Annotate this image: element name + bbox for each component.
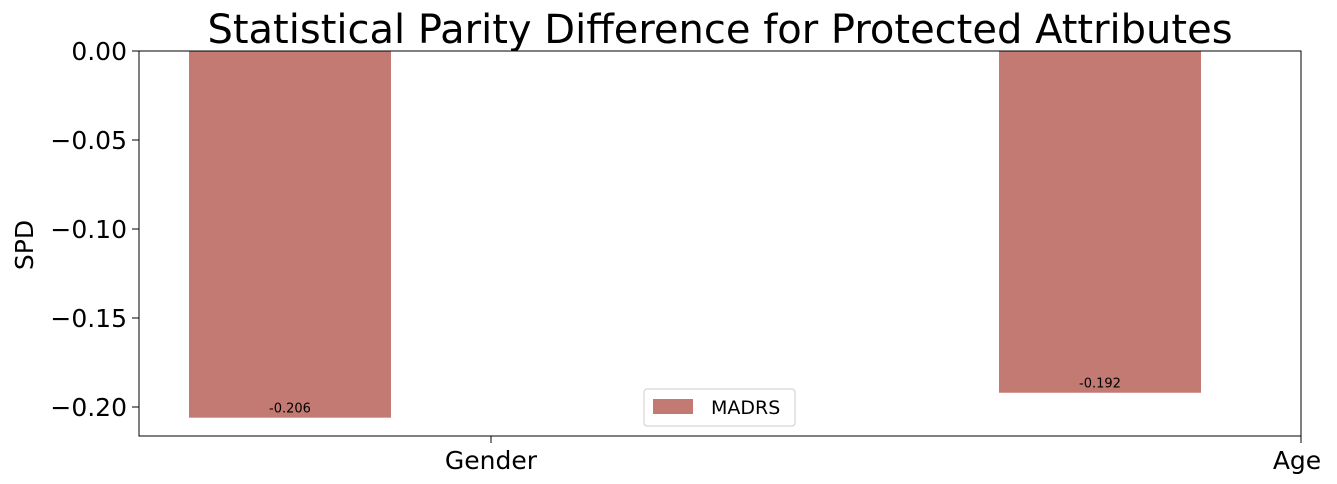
y-axis-label: SPD — [10, 220, 39, 270]
bar-gender — [189, 51, 391, 418]
legend-label: MADRS — [711, 397, 780, 419]
chart-title: Statistical Parity Difference for Protec… — [207, 7, 1232, 53]
legend-box — [643, 388, 796, 427]
plot-area: -0.206 -0.192 0.00 −0.05 −0.10 −0.15 −0.20 Gend… — [50, 37, 1321, 475]
x-tick-label-gender: Gender — [445, 446, 538, 475]
plot-frame — [138, 50, 1302, 437]
legend-swatch — [653, 399, 693, 414]
bar-age — [999, 51, 1201, 393]
data-label-gender: -0.206 — [269, 402, 311, 417]
y-tick-label: 0.00 — [71, 37, 127, 66]
x-tick-label-age: Age — [1273, 446, 1321, 475]
y-tick-label: −0.20 — [50, 393, 127, 422]
y-tick-label: −0.05 — [50, 126, 127, 155]
data-label-age: -0.192 — [1079, 377, 1121, 392]
y-tick-label: −0.10 — [50, 215, 127, 244]
y-tick-label: −0.15 — [50, 304, 127, 333]
